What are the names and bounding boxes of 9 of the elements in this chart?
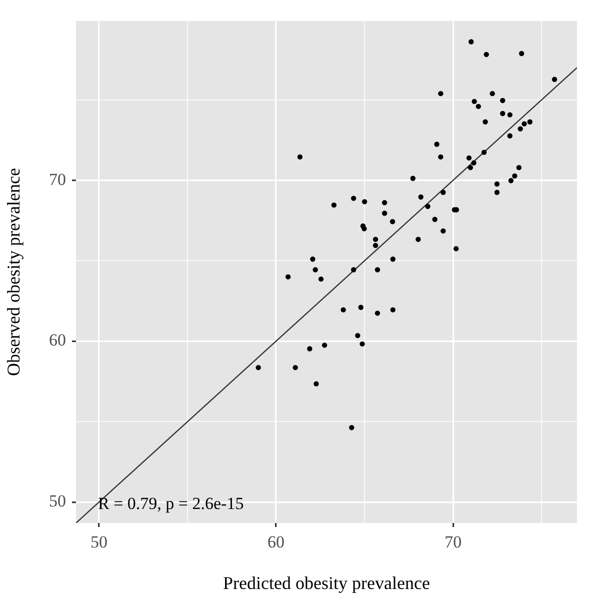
x-tick-label: 70	[444, 532, 462, 552]
y-tick-label: 50	[49, 492, 66, 511]
y-axis-title: Observed obesity prevalence	[4, 168, 24, 376]
x-tick-label: 50	[90, 532, 108, 552]
x-tick-label: 60	[268, 532, 285, 552]
y-tick-label: 60	[49, 330, 66, 350]
x-axis-title: Predicted obesity prevalence	[223, 572, 430, 593]
y-tick-label: 70	[49, 170, 66, 189]
annotation: R = 0.79, p = 2.6e-15	[98, 494, 244, 513]
